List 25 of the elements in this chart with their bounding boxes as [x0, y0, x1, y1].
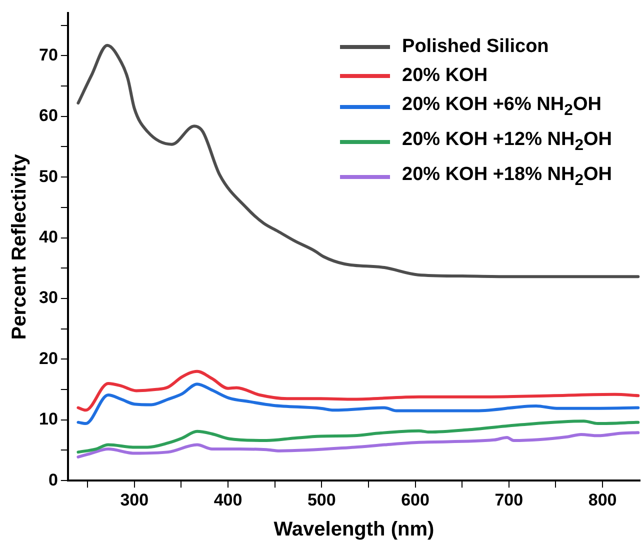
x-tick-label: 800: [588, 490, 617, 510]
legend-label: 20% KOH +12% NH$_{2}$OH: [402, 128, 612, 156]
x-tick-label: 600: [401, 490, 430, 510]
y-tick-label: 20: [38, 348, 58, 368]
legend-label: 20% KOH +6% NH$_{2}$OH: [402, 93, 602, 121]
legend-label: 20% KOH: [402, 64, 488, 88]
y-tick-label: 70: [38, 45, 58, 64]
y-tick-label: 30: [38, 288, 58, 308]
x-axis-title: Wavelength (nm): [274, 518, 434, 541]
y-tick-label: 40: [38, 227, 58, 246]
y-tick-label: 10: [38, 410, 58, 429]
x-tick-label: 500: [307, 490, 336, 510]
legend-label: 20% KOH +18% NH$_{2}$OH: [402, 162, 612, 190]
x-tick-label: 700: [494, 490, 524, 510]
x-tick-label: 400: [214, 490, 242, 510]
y-tick-label: 0: [48, 470, 58, 490]
x-tick-label: 300: [120, 490, 149, 510]
y-tick-label: 60: [38, 106, 58, 126]
y-tick-label: 50: [38, 166, 58, 186]
y-axis-title: Percent Reflectivity: [8, 153, 31, 340]
legend-label: Polished Silicon: [402, 35, 549, 59]
line-series: [76, 431, 640, 458]
line-series: [76, 382, 640, 426]
line-series: [76, 370, 640, 412]
line-series: [76, 420, 640, 454]
